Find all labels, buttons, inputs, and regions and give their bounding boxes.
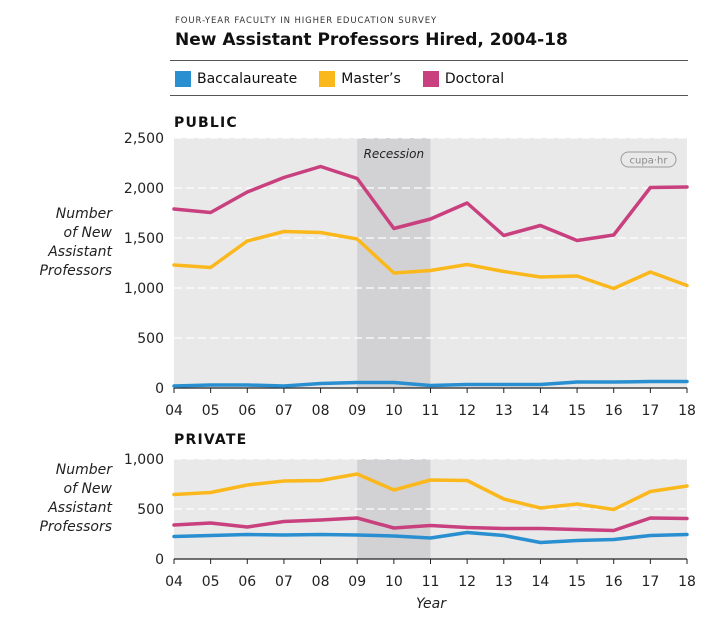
x-tick-label-public: 14 [532, 403, 550, 419]
x-tick-label-public: 16 [605, 403, 623, 419]
y-axis-label-private: Number [56, 462, 113, 478]
x-tick-label-public: 10 [385, 403, 403, 419]
chart-supertitle: FOUR-YEAR FACULTY IN HIGHER EDUCATION SU… [175, 16, 438, 26]
x-tick-label-private: 06 [238, 574, 256, 590]
legend-rule [170, 95, 688, 96]
cupa-hr-logo [620, 151, 677, 168]
legend-label-baccalaureate: Baccalaureate [197, 71, 298, 87]
x-tick-label-private: 10 [385, 574, 403, 590]
y-axis-label-private: Professors [39, 519, 112, 535]
x-tick-label-public: 12 [458, 403, 476, 419]
x-tick-label-private: 07 [275, 574, 293, 590]
x-tick-label-public: 15 [568, 403, 586, 419]
series-line-private-baccalaureate [172, 530, 689, 545]
y-tick-label-private: 1,000 [124, 452, 164, 468]
x-tick-label-private: 09 [348, 574, 366, 590]
x-tick-label-public: 11 [422, 403, 440, 419]
legend-swatch-doctoral [422, 71, 439, 87]
y-axis-label-public: Professors [39, 263, 112, 279]
panel-title-private: PRIVATE [174, 432, 247, 448]
x-tick-label-public: 13 [495, 403, 513, 419]
series-line-public-baccalaureate [172, 379, 689, 388]
x-tick-label-public: 05 [202, 403, 220, 419]
x-tick-label-public: 18 [678, 403, 696, 419]
x-tick-label-private: 12 [458, 574, 476, 590]
x-tick-label-public: 04 [165, 403, 183, 419]
recession-band-public [357, 138, 431, 388]
title-rule [170, 60, 688, 61]
x-tick-label-public: 07 [275, 403, 293, 419]
series-line-public-doctoral [172, 164, 689, 243]
x-tick-label-private: 16 [605, 574, 623, 590]
recession-label: Recession [364, 147, 425, 161]
x-axis-label: Year [416, 596, 447, 612]
y-axis-label-public: Number [56, 206, 113, 222]
y-axis-label-public: Assistant [47, 244, 112, 260]
series-line-public-masters [172, 229, 689, 291]
x-tick-label-private: 18 [678, 574, 696, 590]
x-tick-label-public: 08 [312, 403, 330, 419]
y-tick-label-private: 500 [137, 502, 164, 518]
x-tick-label-private: 15 [568, 574, 586, 590]
chart-title: New Assistant Professors Hired, 2004-18 [175, 30, 568, 50]
x-tick-label-private: 14 [532, 574, 550, 590]
x-tick-label-private: 08 [312, 574, 330, 590]
y-axis-label-private: of New [64, 481, 113, 497]
y-tick-label-public: 500 [137, 331, 164, 347]
x-tick-label-private: 11 [422, 574, 440, 590]
y-axis-label-private: Assistant [47, 500, 112, 516]
x-tick-label-private: 13 [495, 574, 513, 590]
y-axis-label-public: of New [64, 225, 113, 241]
y-tick-label-public: 2,000 [124, 181, 164, 197]
y-tick-label-private: 0 [155, 552, 164, 568]
cupa-hr-logo-text: cupa·hr [630, 156, 669, 167]
x-tick-label-public: 09 [348, 403, 366, 419]
legend: Baccalaureate Master’s Doctoral [175, 68, 526, 90]
panel-title-public: PUBLIC [174, 115, 238, 131]
x-tick-label-private: 04 [165, 574, 183, 590]
x-tick-label-private: 17 [641, 574, 659, 590]
legend-item-baccalaureate: Baccalaureate [175, 71, 297, 87]
y-tick-label-public: 1,500 [124, 231, 164, 247]
legend-swatch-baccalaureate [175, 71, 191, 87]
legend-swatch-masters [319, 71, 336, 87]
x-tick-label-public: 17 [641, 403, 659, 419]
x-tick-label-public: 06 [238, 403, 256, 419]
series-line-private-masters [172, 472, 689, 512]
legend-label-doctoral: Doctoral [444, 71, 505, 87]
legend-label-masters: Master’s [341, 71, 401, 87]
y-tick-label-public: 2,500 [124, 131, 164, 147]
x-tick-label-private: 05 [202, 574, 220, 590]
y-tick-label-public: 1,000 [124, 281, 164, 297]
legend-item-masters: Master’s [319, 71, 401, 87]
y-tick-label-public: 0 [155, 381, 164, 397]
legend-item-doctoral: Doctoral [422, 71, 505, 87]
series-line-private-doctoral [172, 516, 689, 533]
